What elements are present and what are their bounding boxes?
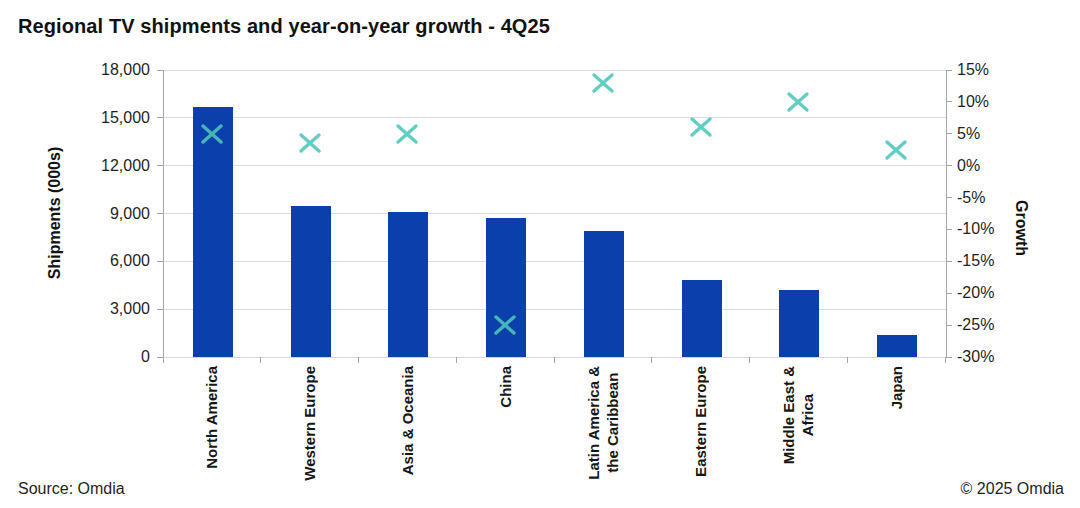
left-tick-label: 15,000 <box>58 109 150 127</box>
left-tick-label: 3,000 <box>58 300 150 318</box>
left-tick-label: 0 <box>58 348 150 366</box>
right-axis-tick <box>946 357 952 358</box>
shipments-bar <box>486 218 526 357</box>
growth-x-marker <box>883 139 909 161</box>
right-tick-label: -15% <box>957 252 994 270</box>
right-axis-tick <box>946 229 952 230</box>
source-note: Source: Omdia <box>18 480 125 498</box>
category-label-text: China <box>496 366 515 408</box>
growth-x-marker <box>199 123 225 145</box>
gridline <box>164 117 946 118</box>
left-tick-label: 12,000 <box>58 157 150 175</box>
bottom-axis-tick <box>749 357 750 363</box>
right-tick-label: 10% <box>957 93 989 111</box>
left-tick-label: 9,000 <box>58 205 150 223</box>
growth-x-marker <box>297 132 323 154</box>
gridline <box>164 165 946 166</box>
bottom-axis-tick <box>847 357 848 363</box>
left-axis-tick <box>157 70 163 71</box>
category-label-text: North America <box>202 366 221 469</box>
chart-title: Regional TV shipments and year-on-year g… <box>18 15 550 38</box>
bottom-axis-tick <box>554 357 555 363</box>
bottom-axis-tick <box>163 357 164 363</box>
category-label: Western Europe <box>261 366 359 508</box>
shipments-bar <box>877 335 917 357</box>
right-axis-tick <box>946 133 952 134</box>
category-label: Eastern Europe <box>652 366 750 508</box>
category-label-text: Asia & Oceania <box>398 366 417 475</box>
bottom-axis-tick <box>651 357 652 363</box>
right-axis-tick <box>946 165 952 166</box>
shipments-bar <box>682 280 722 357</box>
category-label: North America <box>163 366 261 508</box>
category-label-text: Latin America &the Caribbean <box>584 366 622 480</box>
gridline <box>164 261 946 262</box>
shipments-bar <box>779 290 819 357</box>
category-label-text: Eastern Europe <box>691 366 710 477</box>
category-label-text: Western Europe <box>300 366 319 481</box>
right-axis-tick <box>946 70 952 71</box>
left-tick-label: 6,000 <box>58 252 150 270</box>
plot-area <box>163 70 947 358</box>
category-label: Middle East &Africa <box>750 366 848 508</box>
bottom-axis-tick <box>358 357 359 363</box>
category-label: Latin America &the Caribbean <box>554 366 652 508</box>
right-axis-tick <box>946 325 952 326</box>
category-label-text: Middle East &Africa <box>779 366 817 464</box>
growth-x-marker <box>394 123 420 145</box>
bottom-axis-tick <box>945 357 946 363</box>
category-label: China <box>456 366 554 508</box>
growth-x-marker <box>785 91 811 113</box>
right-axis-tick <box>946 261 952 262</box>
bottom-axis-tick <box>456 357 457 363</box>
gridline <box>164 309 946 310</box>
left-axis-tick <box>157 309 163 310</box>
shipments-bar <box>388 212 428 357</box>
left-axis-tick <box>157 261 163 262</box>
growth-x-marker <box>492 314 518 336</box>
growth-x-marker <box>688 116 714 138</box>
right-axis-title: Growth <box>1012 200 1030 256</box>
right-tick-label: -20% <box>957 284 994 302</box>
chart-canvas: Regional TV shipments and year-on-year g… <box>0 0 1080 508</box>
right-tick-label: -10% <box>957 220 994 238</box>
growth-x-marker <box>590 72 616 94</box>
right-tick-label: -30% <box>957 348 994 366</box>
shipments-bar <box>584 231 624 357</box>
left-tick-label: 18,000 <box>58 61 150 79</box>
right-tick-label: 0% <box>957 157 980 175</box>
left-axis-tick <box>157 165 163 166</box>
right-axis-tick <box>946 101 952 102</box>
gridline <box>164 213 946 214</box>
category-label: Asia & Oceania <box>359 366 457 508</box>
bottom-axis-tick <box>260 357 261 363</box>
left-axis-tick <box>157 117 163 118</box>
right-tick-label: 5% <box>957 125 980 143</box>
category-label-text: Japan <box>887 366 906 409</box>
shipments-bar <box>291 206 331 357</box>
copyright-note: © 2025 Omdia <box>961 480 1064 498</box>
right-axis-tick <box>946 197 952 198</box>
category-label: Japan <box>847 366 945 508</box>
gridline <box>164 70 946 71</box>
right-tick-label: 15% <box>957 61 989 79</box>
left-axis-tick <box>157 213 163 214</box>
right-axis-tick <box>946 293 952 294</box>
right-tick-label: -5% <box>957 189 985 207</box>
right-tick-label: -25% <box>957 316 994 334</box>
